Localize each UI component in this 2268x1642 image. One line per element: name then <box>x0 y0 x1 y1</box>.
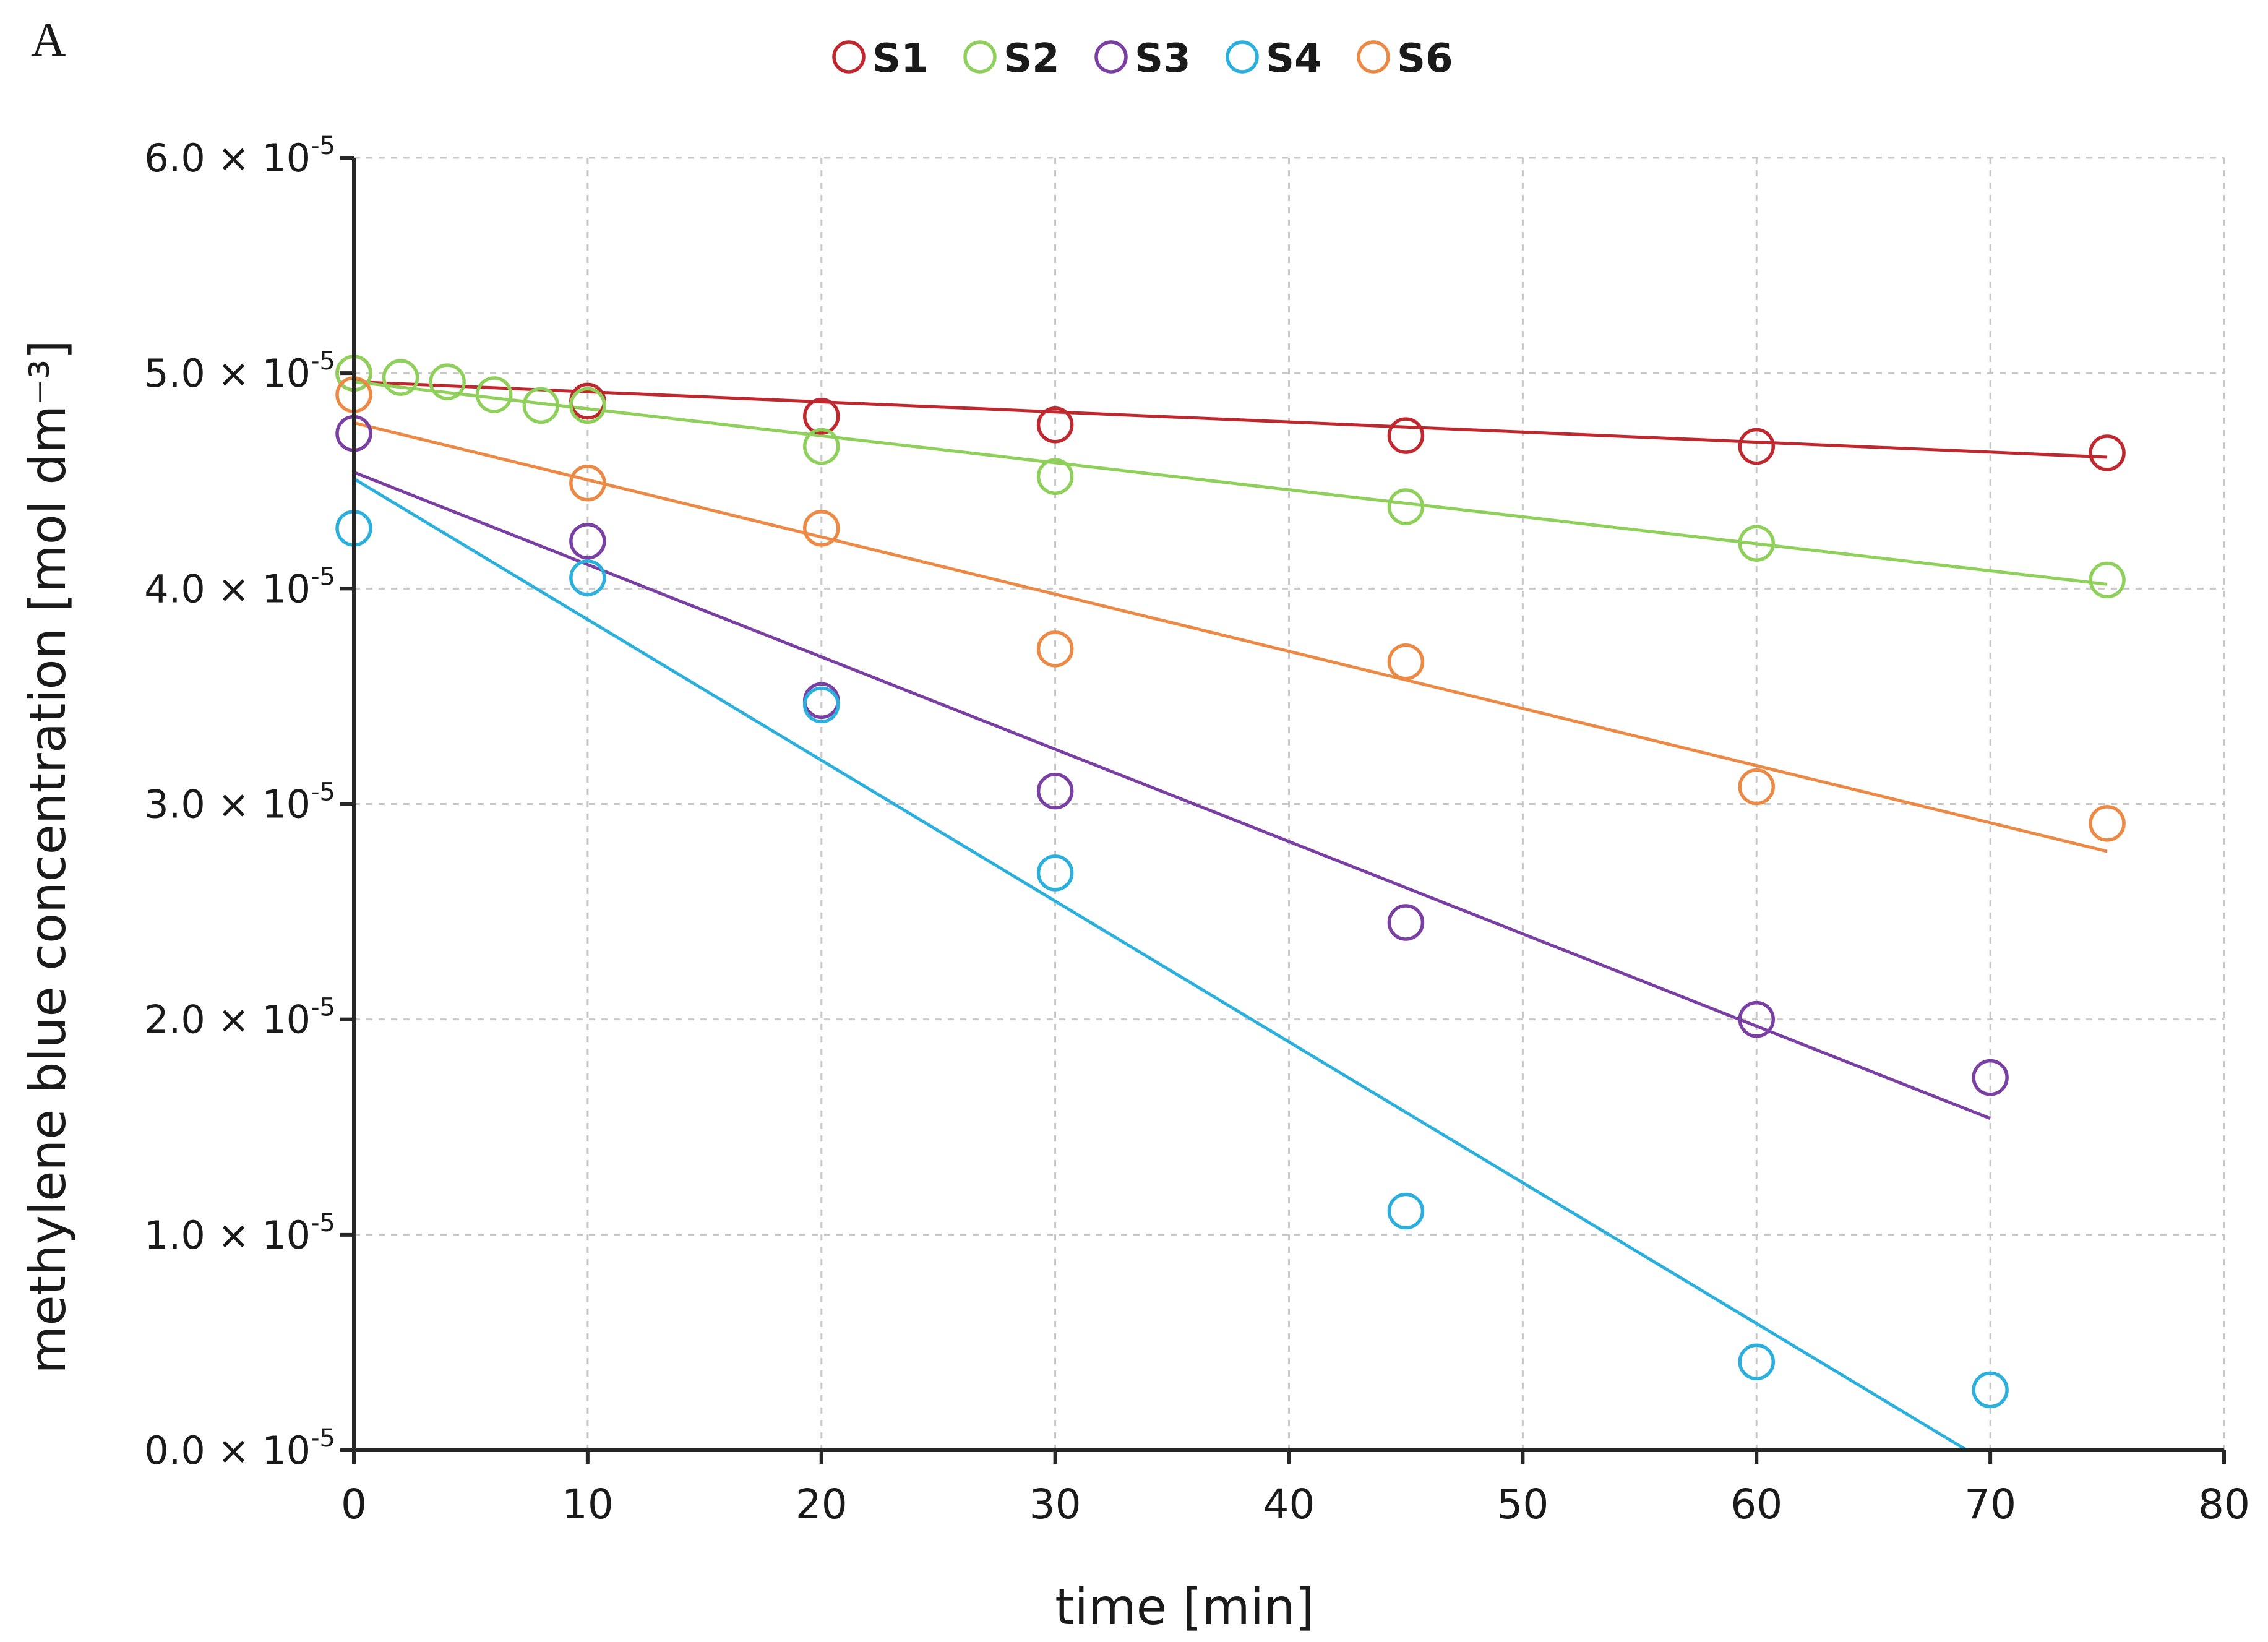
point-s3 <box>1036 772 1074 810</box>
y-tick-exponent: -5 <box>311 347 335 376</box>
y-tick-label: 2.0 × 10-5 <box>144 994 335 1042</box>
x-ticks: 0 10 20 30 40 50 60 70 80 <box>341 1450 2250 1528</box>
y-tick-label: 3.0 × 10-5 <box>144 778 335 827</box>
y-tick-mantissa: 1.0 <box>144 1213 205 1258</box>
point-s1 <box>1738 428 1775 465</box>
fit-line-s1 <box>353 380 2108 459</box>
y-tick-mantissa: 3.0 <box>144 782 205 827</box>
y-tick-label: 1.0 × 10-5 <box>144 1209 335 1258</box>
x-tick-label: 0 <box>341 1481 367 1528</box>
point-s2 <box>522 387 560 424</box>
legend-marker-s1 <box>832 40 866 74</box>
panel-label: A <box>31 12 66 66</box>
y-tick-label: 6.0 × 10-5 <box>144 132 335 181</box>
y-tick-times: × 10 <box>205 566 311 611</box>
x-tick-label: 10 <box>562 1481 614 1528</box>
y-axis-label: methylene blue concentration [mol dm⁻³] <box>19 340 77 1373</box>
point-s2 <box>382 359 419 396</box>
y-tick-mantissa: 0.0 <box>144 1428 205 1473</box>
point-s6 <box>1387 643 1425 681</box>
y-tick-label: 4.0 × 10-5 <box>144 562 335 611</box>
point-s4 <box>1387 1192 1425 1230</box>
y-tick-exponent: -5 <box>311 132 335 160</box>
fit-line-s4 <box>353 477 1968 1452</box>
y-ticks: 0.0 × 10-51.0 × 10-52.0 × 10-53.0 × 10-5… <box>144 132 354 1473</box>
y-tick-exponent: -5 <box>311 1424 335 1453</box>
x-tick-label: 50 <box>1497 1481 1549 1528</box>
legend-label-s4: S4 <box>1266 36 1322 82</box>
x-tick-label: 30 <box>1029 1481 1081 1528</box>
y-tick-mantissa: 2.0 <box>144 997 205 1042</box>
y-tick-exponent: -5 <box>311 562 335 591</box>
y-tick-mantissa: 4.0 <box>144 566 205 611</box>
legend-marker-s6 <box>1357 40 1390 74</box>
x-tick-label: 20 <box>796 1481 848 1528</box>
legend-label-s2: S2 <box>1003 36 1060 82</box>
y-tick-times: × 10 <box>205 782 311 827</box>
point-s4 <box>803 686 840 724</box>
point-s3 <box>1738 1000 1775 1038</box>
y-tick-times: × 10 <box>205 1428 311 1473</box>
point-s4 <box>569 559 606 596</box>
legend-marker-s2 <box>963 40 997 74</box>
y-tick-mantissa: 6.0 <box>144 135 205 181</box>
x-tick-label: 70 <box>1964 1481 2016 1528</box>
point-s6 <box>2089 805 2126 842</box>
y-tick-times: × 10 <box>205 135 311 181</box>
legend: S1 S2 S3 S4 S6 <box>832 36 1453 82</box>
point-s2 <box>569 387 606 424</box>
point-s3 <box>1387 904 1425 941</box>
legend-label-s1: S1 <box>872 36 929 82</box>
point-s4 <box>1036 854 1074 892</box>
legend-marker-s4 <box>1226 40 1259 74</box>
data-markers <box>335 355 2126 1409</box>
legend-label-s3: S3 <box>1135 36 1191 82</box>
point-s3 <box>569 522 606 560</box>
point-s1 <box>1387 417 1425 454</box>
y-tick-mantissa: 5.0 <box>144 351 205 396</box>
y-tick-label: 5.0 × 10-5 <box>144 347 335 396</box>
x-tick-label: 60 <box>1730 1481 1782 1528</box>
fit-line-s3 <box>353 470 1991 1120</box>
y-tick-label: 0.0 × 10-5 <box>144 1424 335 1473</box>
x-tick-label: 80 <box>2198 1481 2250 1528</box>
point-s6 <box>1036 630 1074 668</box>
y-tick-times: × 10 <box>205 351 311 396</box>
legend-marker-s3 <box>1094 40 1128 74</box>
y-tick-exponent: -5 <box>311 1209 335 1237</box>
point-s2 <box>1036 458 1074 496</box>
point-s6 <box>569 464 606 502</box>
point-s1 <box>2089 434 2126 471</box>
point-s6 <box>803 510 840 547</box>
point-s2 <box>803 428 840 465</box>
y-tick-exponent: -5 <box>311 778 335 807</box>
point-s1 <box>1036 406 1074 444</box>
fit-line-s6 <box>353 421 2108 853</box>
legend-label-s6: S6 <box>1397 36 1453 82</box>
point-s2 <box>429 363 466 400</box>
point-s2 <box>1387 488 1425 525</box>
point-s4 <box>1972 1371 2009 1409</box>
fit-lines <box>353 380 2108 1452</box>
y-tick-times: × 10 <box>205 997 311 1042</box>
point-s6 <box>1738 768 1775 806</box>
point-s4 <box>1738 1343 1775 1381</box>
fit-line-s2 <box>353 380 2108 586</box>
point-s3 <box>1972 1059 2009 1096</box>
point-s2 <box>2089 561 2126 599</box>
point-s2 <box>1738 525 1775 562</box>
point-s2 <box>475 376 513 413</box>
point-s1 <box>803 398 840 435</box>
y-tick-times: × 10 <box>205 1213 311 1258</box>
y-tick-exponent: -5 <box>311 994 335 1022</box>
x-tick-label: 40 <box>1263 1481 1315 1528</box>
x-axis-label: time [min] <box>1055 1578 1314 1636</box>
